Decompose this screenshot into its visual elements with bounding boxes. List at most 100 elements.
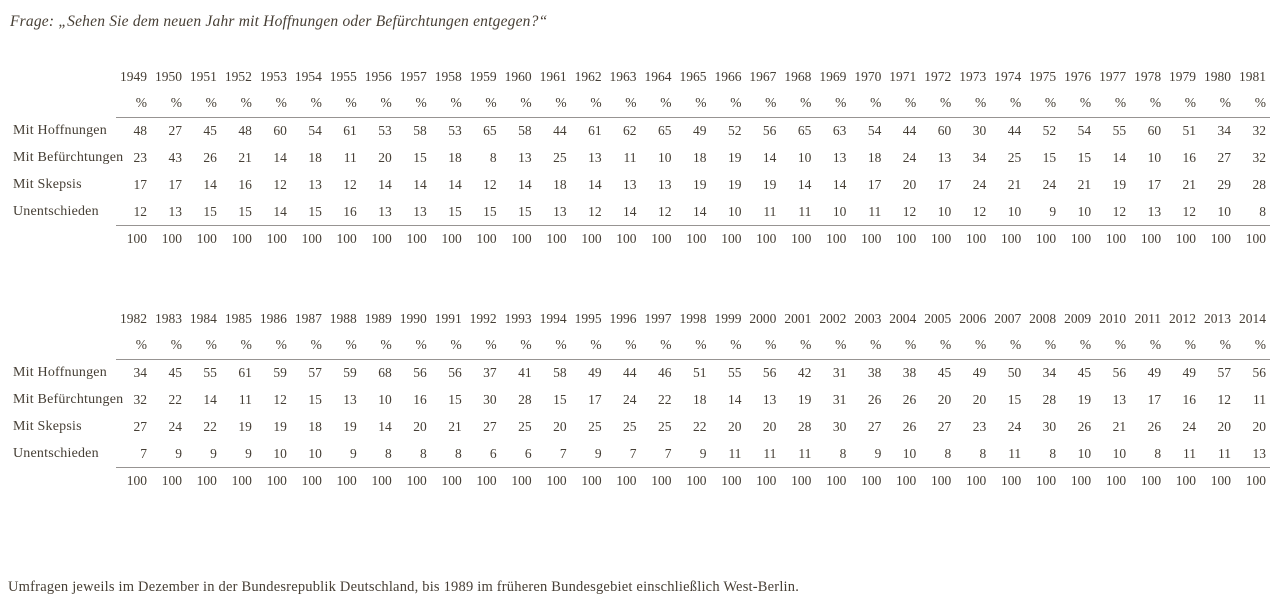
value-cell: 26 (1147, 418, 1162, 434)
value-cell: 15 (553, 392, 567, 408)
value-cell: 16 (413, 392, 427, 408)
total-cell: 100 (721, 231, 742, 247)
value-cell: 12 (570, 197, 606, 226)
value-cell: 25 (588, 418, 602, 434)
percent-cell: % (990, 89, 1026, 118)
year-cell: 1980 (1204, 68, 1231, 84)
percent-cell: % (1095, 331, 1131, 360)
value-cell: 17 (1147, 392, 1162, 408)
value-cell: 12 (640, 197, 676, 226)
value-cell: 28 (1042, 392, 1057, 408)
value-cell: 15 (500, 197, 536, 226)
year-cell: 2014 (1239, 310, 1266, 326)
year-cell: 1960 (504, 68, 532, 84)
percent-cell: % (885, 89, 921, 118)
value-cell: 19 (1112, 176, 1127, 192)
value-cell: 10 (255, 439, 291, 468)
total-cell: 100 (231, 231, 252, 247)
year-cell: 1986 (259, 310, 287, 326)
percent-cell: % (1025, 89, 1061, 118)
year-cell: 2009 (1064, 310, 1092, 326)
value-cell: 29 (1217, 176, 1232, 192)
total-cell: 100 (686, 473, 707, 489)
percent-cell: % (325, 331, 361, 360)
total-cell: 100 (441, 473, 462, 489)
year-cell: 1979 (1169, 68, 1197, 84)
value-cell: 26 (203, 150, 217, 166)
value-cell: 56 (448, 365, 462, 381)
value-cell: 10 (990, 197, 1026, 226)
value-cell: 59 (343, 365, 357, 381)
year-cell: 1964 (644, 68, 672, 84)
percent-cell: % (745, 331, 781, 360)
value-cell: 56 (762, 365, 777, 381)
percent-cell: % (1165, 331, 1201, 360)
value-cell: 12 (1217, 392, 1232, 408)
year-cell: 1985 (224, 310, 252, 326)
year-cell: 1955 (329, 68, 357, 84)
value-cell: 11 (1253, 392, 1266, 408)
percent-cell: % (185, 331, 221, 360)
percent-cell: % (325, 89, 361, 118)
value-cell: 56 (413, 365, 427, 381)
value-cell: 13 (623, 176, 637, 192)
total-cell: 100 (791, 473, 812, 489)
value-cell: 11 (1200, 439, 1235, 468)
value-cell: 13 (518, 150, 532, 166)
value-cell: 13 (1235, 439, 1270, 468)
value-cell: 49 (588, 365, 602, 381)
value-cell: 6 (500, 439, 536, 468)
total-cell: 100 (301, 473, 322, 489)
percent-cell: % (990, 331, 1026, 360)
total-cell: 100 (616, 231, 637, 247)
year-cell: 1987 (294, 310, 322, 326)
value-cell: 26 (867, 392, 882, 408)
total-cell: 100 (1245, 231, 1266, 247)
row-label: Mit Befürchtungen (13, 391, 124, 407)
value-cell: 11 (1165, 439, 1201, 468)
value-cell: 17 (168, 176, 182, 192)
value-cell: 61 (343, 123, 357, 139)
value-cell: 59 (273, 365, 287, 381)
total-cell: 100 (1070, 231, 1092, 247)
year-cell: 2004 (889, 310, 917, 326)
value-cell: 24 (168, 418, 182, 434)
value-cell: 21 (1112, 418, 1127, 434)
value-cell: 13 (588, 150, 602, 166)
value-cell: 50 (1007, 365, 1022, 381)
row-label: Mit Befürchtungen (13, 149, 124, 165)
total-cell: 100 (266, 473, 287, 489)
value-cell: 8 (1235, 197, 1270, 226)
value-cell: 63 (832, 123, 847, 139)
year-cell: 1993 (504, 310, 532, 326)
value-cell: 28 (518, 392, 532, 408)
value-cell: 10 (290, 439, 326, 468)
value-cell: 49 (1147, 365, 1162, 381)
value-cell: 65 (658, 123, 672, 139)
value-cell: 13 (762, 392, 777, 408)
percent-cell: % (745, 89, 781, 118)
percent-cell: % (360, 331, 396, 360)
value-cell: 16 (238, 176, 252, 192)
value-cell: 37 (483, 365, 497, 381)
value-cell: 28 (1252, 176, 1267, 192)
year-cell: 1952 (224, 68, 252, 84)
year-cell: 1996 (609, 310, 637, 326)
value-cell: 25 (518, 418, 532, 434)
year-cell: 2013 (1204, 310, 1231, 326)
row-label: Mit Skepsis (13, 418, 82, 434)
total-cell: 100 (196, 473, 217, 489)
value-cell: 9 (325, 439, 361, 468)
value-cell: 14 (448, 176, 462, 192)
value-cell: 31 (832, 365, 847, 381)
value-cell: 27 (1217, 150, 1232, 166)
year-cell: 1989 (364, 310, 392, 326)
value-cell: 61 (588, 123, 602, 139)
total-cell: 100 (616, 473, 637, 489)
year-cell: 2005 (924, 310, 952, 326)
value-cell: 21 (1077, 176, 1092, 192)
total-cell: 100 (896, 473, 917, 489)
year-cell: 1950 (154, 68, 182, 84)
value-cell: 18 (308, 418, 322, 434)
percent-cell: % (116, 331, 151, 360)
